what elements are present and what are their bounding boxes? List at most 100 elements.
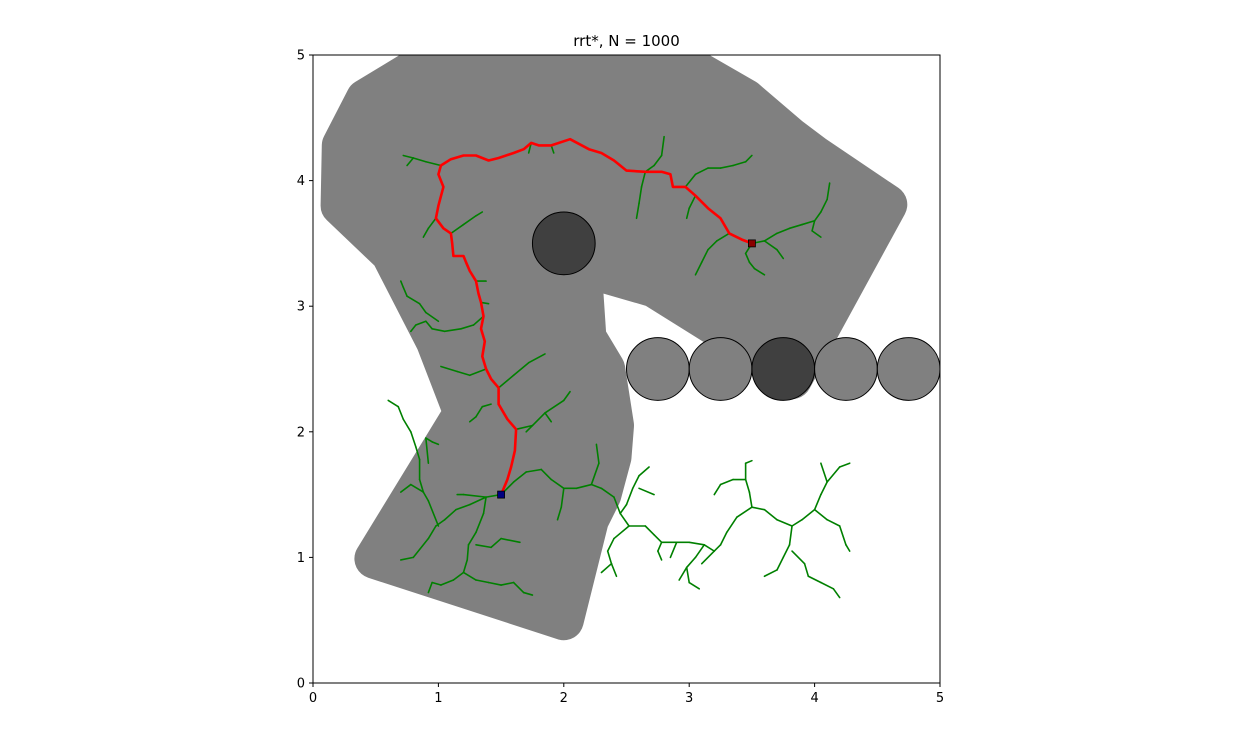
tree-edge-178: [669, 541, 678, 559]
tree-edge-183: [631, 474, 640, 490]
tree-edge-81: [399, 280, 405, 289]
tree-edge-142: [736, 506, 753, 519]
tree-edge-167: [744, 478, 751, 493]
tree-edge-112: [694, 261, 703, 276]
y-tick-label-0: 0: [297, 677, 305, 692]
tree-edge-97: [660, 135, 665, 157]
x-tick-label-2: 2: [560, 691, 568, 706]
tree-edge-189: [610, 562, 618, 578]
plot-content: [320, 55, 940, 641]
tree-edge-20: [397, 405, 405, 421]
tree-edge-128: [776, 248, 785, 260]
tree-edge-172: [713, 483, 722, 496]
tree-edge-75: [415, 320, 427, 326]
tree-edge-160: [763, 569, 778, 578]
tree-edge-105: [732, 160, 747, 167]
tree-edge-137: [688, 541, 706, 546]
tree-edge-15: [418, 478, 425, 493]
tree-edge-185: [638, 487, 655, 496]
tree-edge-69: [468, 415, 477, 423]
tree-edge-36: [487, 581, 502, 586]
tree-edge-173: [694, 544, 706, 559]
tree-edge-88: [422, 227, 430, 238]
tree-edge-59: [544, 412, 553, 423]
tree-edge-4: [468, 496, 487, 506]
tree-edge-122: [813, 211, 822, 222]
obstacle-2: [626, 337, 690, 401]
tree-edge-84: [450, 223, 465, 235]
tree-edge-184: [638, 466, 650, 477]
tree-edge-76: [410, 324, 417, 333]
tree-edge-14: [399, 483, 412, 493]
tree-edge-10: [399, 556, 415, 561]
tree-edge-127: [763, 240, 778, 251]
tree-edge-162: [803, 562, 810, 578]
tree-edge-70: [472, 315, 485, 326]
tree-edge-90: [412, 157, 427, 163]
tree-edge-68: [475, 405, 484, 418]
tree-edge-77: [425, 311, 440, 323]
tree-edge-80: [402, 286, 408, 297]
tree-edge-100: [635, 202, 640, 220]
tree-edge-64: [468, 368, 487, 377]
tree-edge-123: [820, 198, 828, 213]
tree-edge-152: [838, 462, 851, 468]
tree-edge-149: [820, 481, 828, 496]
tree-edge-188: [606, 550, 613, 565]
tree-edge-179: [657, 541, 663, 552]
solution-path: [434, 137, 753, 496]
tree-edge-102: [694, 167, 709, 176]
tree-edge-61: [497, 374, 515, 389]
obstacle-4: [751, 337, 816, 401]
tree-edge-28: [466, 544, 470, 561]
chart-title: rrt*, N = 1000: [573, 32, 680, 50]
tree-edge-21: [387, 399, 400, 408]
tree-edge-134: [653, 533, 663, 544]
tree-edge-13: [410, 483, 425, 493]
tree-edge-25: [482, 496, 487, 515]
tree-edge-53: [590, 462, 600, 486]
tree-edge-115: [748, 261, 756, 270]
tree-edge-171: [719, 478, 734, 486]
tree-edge-133: [644, 525, 655, 536]
axes-frame: [312, 54, 941, 684]
tree-edge-86: [475, 211, 484, 217]
tree-edge-110: [707, 240, 718, 251]
tree-edge-46: [540, 468, 553, 481]
obstacle-5: [814, 337, 878, 401]
tree-edge-144: [763, 508, 778, 521]
tree-edge-18: [410, 430, 417, 448]
tree-edge-67: [481, 403, 492, 408]
y-tick-label-1: 1: [297, 551, 305, 566]
tree-edge-47: [550, 478, 565, 490]
tree-edge-34: [462, 571, 477, 581]
tree-edge-116: [753, 267, 766, 276]
tree-edge-56: [531, 412, 546, 427]
tree-edge-151: [826, 466, 841, 483]
tree-edge-55: [515, 424, 534, 431]
tree-edge-79: [406, 295, 421, 305]
tree-edge-66: [440, 365, 459, 373]
tree-edge-153: [813, 508, 828, 521]
tree-edge-156: [845, 544, 851, 552]
tree-edge-71: [460, 324, 475, 330]
tree-edge-146: [791, 518, 803, 527]
tree-edge-9: [412, 537, 430, 559]
tree-edge-98: [640, 171, 647, 188]
tree-edge-145: [776, 518, 793, 527]
tree-edge-121: [801, 219, 816, 226]
tree-edge-96: [653, 154, 663, 167]
tree-edge-6: [443, 508, 457, 521]
tree-edge-11: [427, 500, 440, 527]
tree-edge-114: [744, 252, 751, 264]
tree-edge-74: [425, 320, 433, 330]
obstacle-6: [876, 337, 940, 401]
tree-edge-164: [820, 581, 835, 590]
tree-edge-44: [512, 471, 527, 483]
tree-edge-87: [427, 217, 437, 230]
tree-edge-165: [832, 587, 841, 599]
tree-edge-143: [751, 506, 766, 511]
tree-edge-131: [619, 512, 630, 527]
tree-edge-177: [678, 566, 688, 581]
tree-edge-41: [490, 537, 502, 549]
